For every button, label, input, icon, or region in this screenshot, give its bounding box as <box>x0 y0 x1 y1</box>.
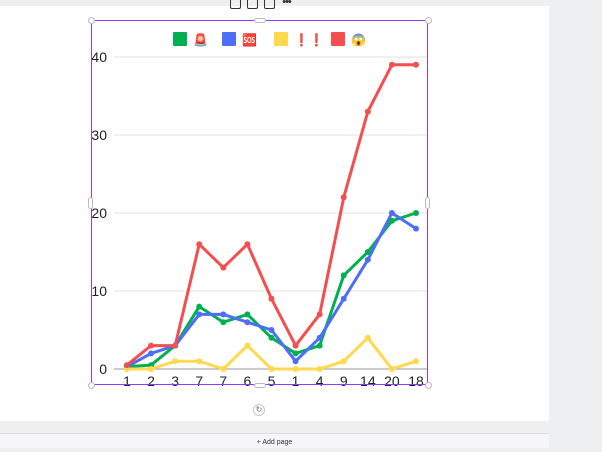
data-point <box>196 303 203 310</box>
data-point <box>413 358 419 365</box>
rotate-icon[interactable]: ↻ <box>253 404 265 416</box>
data-point <box>388 210 395 216</box>
add-page-button[interactable]: + Add page <box>0 433 549 448</box>
data-point <box>148 342 155 349</box>
data-point <box>340 358 347 365</box>
data-point <box>413 61 419 68</box>
legend-swatch <box>222 32 236 46</box>
data-point <box>364 256 371 263</box>
x-tick-label: 3 <box>171 373 179 389</box>
x-tick-label: 1 <box>292 373 300 389</box>
resize-handle-bottom-left[interactable] <box>88 382 95 389</box>
data-point <box>148 366 155 372</box>
data-point <box>316 311 323 318</box>
resize-handle-top-left[interactable] <box>88 17 95 24</box>
legend-swatch <box>173 32 187 46</box>
data-point <box>364 108 371 115</box>
selection-box[interactable] <box>91 20 428 385</box>
data-point <box>364 249 371 255</box>
data-point <box>316 334 323 341</box>
element-toolbar: ••• <box>226 0 296 11</box>
data-point <box>340 194 347 201</box>
data-point <box>413 210 419 216</box>
data-point <box>196 358 203 365</box>
data-point <box>172 358 179 365</box>
duplicate-icon[interactable] <box>247 0 258 9</box>
data-point <box>244 311 251 318</box>
x-tick-label: 7 <box>195 373 203 389</box>
data-point <box>220 366 227 372</box>
data-point <box>292 350 299 357</box>
data-point <box>244 241 251 248</box>
data-point <box>316 342 323 349</box>
data-point <box>244 319 251 326</box>
x-tick-label: 9 <box>340 373 348 389</box>
legend-label: 😱 <box>351 33 366 47</box>
x-tick-label: 18 <box>408 373 424 389</box>
legend-swatch <box>331 32 345 46</box>
data-point <box>364 334 371 341</box>
data-point <box>220 264 227 271</box>
data-point <box>388 61 395 68</box>
share-icon[interactable] <box>230 0 241 9</box>
data-point <box>220 311 227 318</box>
data-point <box>148 350 155 357</box>
data-point <box>268 327 275 333</box>
resize-handle-right[interactable] <box>425 197 430 209</box>
data-point <box>268 295 275 302</box>
legend-swatch <box>274 32 288 46</box>
data-point <box>172 342 179 349</box>
x-tick-label: 2 <box>147 373 155 389</box>
x-tick-label: 7 <box>219 373 227 389</box>
delete-icon[interactable] <box>264 0 275 9</box>
data-point <box>244 342 251 349</box>
legend-label: ❗❗ <box>294 33 324 47</box>
resize-handle-left[interactable] <box>88 197 93 209</box>
y-tick-label: 40 <box>91 49 107 65</box>
data-point <box>196 311 203 318</box>
x-tick-label: 4 <box>316 373 324 389</box>
data-point <box>220 319 227 326</box>
legend-label: 🚨 <box>193 33 208 47</box>
data-point <box>340 272 347 279</box>
x-tick-label: 1 <box>123 373 131 389</box>
x-tick-label: 6 <box>244 373 252 389</box>
y-tick-label: 10 <box>91 283 107 299</box>
resize-handle-bottom[interactable] <box>254 383 266 388</box>
more-icon[interactable]: ••• <box>282 0 292 8</box>
data-point <box>124 362 130 369</box>
resize-handle-top-right[interactable] <box>425 17 432 24</box>
data-point <box>388 217 395 224</box>
data-point <box>292 358 299 365</box>
data-point <box>292 366 299 372</box>
data-point <box>196 241 203 248</box>
data-point <box>292 342 299 349</box>
y-tick-label: 0 <box>99 361 107 377</box>
x-tick-label: 14 <box>360 373 376 389</box>
x-tick-label: 5 <box>268 373 276 389</box>
y-tick-label: 30 <box>91 127 107 143</box>
x-tick-label: 20 <box>384 373 400 389</box>
legend-label: 🆘 <box>242 33 257 47</box>
resize-handle-bottom-right[interactable] <box>425 382 432 389</box>
data-point <box>268 334 275 341</box>
resize-handle-top[interactable] <box>254 18 266 23</box>
y-tick-label: 20 <box>91 205 107 221</box>
data-point <box>388 366 395 372</box>
data-point <box>316 366 323 372</box>
data-point <box>268 366 275 372</box>
data-point <box>413 225 419 232</box>
data-point <box>340 295 347 302</box>
